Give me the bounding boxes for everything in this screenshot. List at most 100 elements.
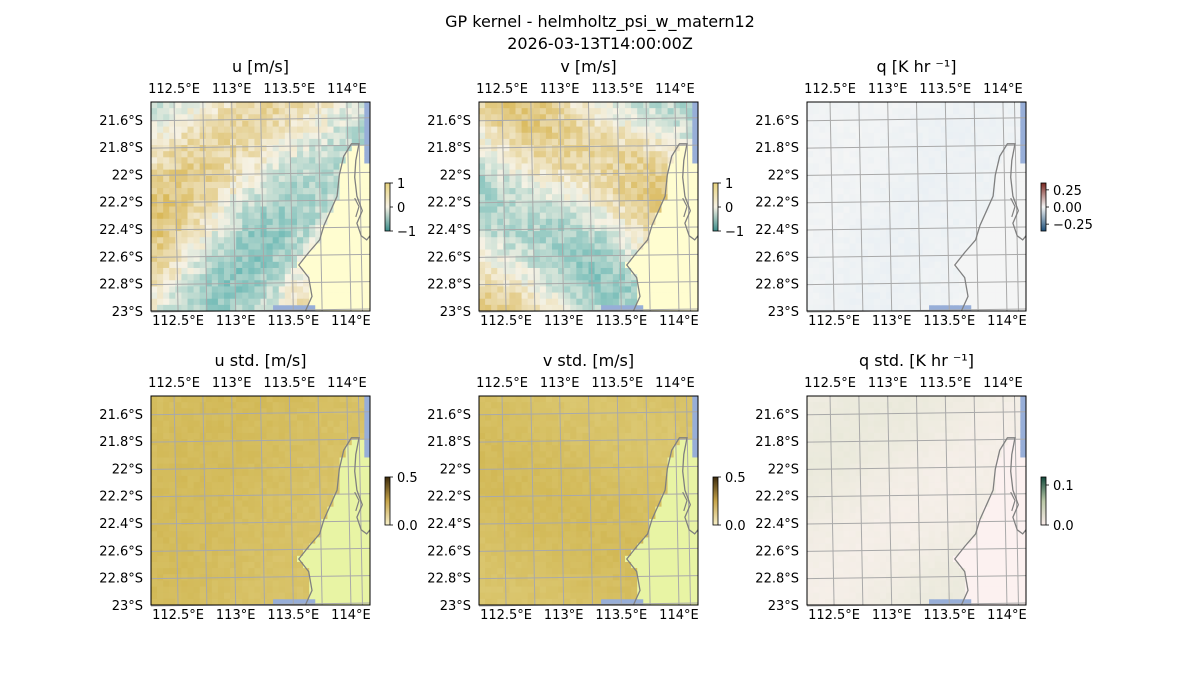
x-tick-label-bottom: 113.5°E (923, 314, 975, 329)
data-cell (576, 292, 583, 300)
data-cell (303, 181, 310, 189)
data-cell (928, 120, 936, 127)
data-cell (327, 475, 334, 483)
data-cell (977, 249, 984, 257)
data-cell (266, 151, 274, 158)
data-cell (151, 512, 158, 520)
data-cell (898, 120, 905, 127)
data-cell (576, 286, 583, 293)
data-cell (327, 304, 334, 312)
data-cell (278, 543, 286, 551)
data-cell (867, 175, 875, 183)
data-cell (217, 292, 225, 300)
data-cell (199, 151, 207, 158)
data-cell (1007, 206, 1015, 214)
data-cell (971, 292, 978, 300)
data-cell (351, 304, 359, 312)
data-cell (819, 175, 826, 183)
data-cell (813, 224, 820, 232)
data-cell (363, 292, 371, 300)
data-cell (831, 120, 838, 127)
data-cell (618, 237, 626, 244)
data-cell (351, 439, 359, 446)
data-cell (169, 126, 176, 134)
data-cell (892, 200, 899, 207)
data-cell (278, 586, 286, 594)
data-cell (485, 200, 492, 207)
data-cell (618, 163, 626, 171)
data-cell (570, 292, 577, 300)
data-cell (327, 561, 334, 569)
data-cell (655, 243, 662, 250)
data-cell (600, 237, 608, 244)
data-cell (959, 200, 966, 207)
data-cell (521, 304, 529, 312)
data-cell (303, 488, 310, 495)
data-cell (959, 280, 966, 287)
data-cell (497, 102, 504, 109)
data-cell (861, 206, 869, 214)
data-cell (612, 114, 620, 121)
data-cell (558, 138, 565, 146)
data-cell (545, 132, 553, 140)
data-cell (297, 414, 304, 421)
data-cell (965, 218, 972, 226)
data-cell (649, 298, 656, 306)
data-cell (904, 261, 911, 269)
data-cell (849, 304, 857, 312)
data-cell (953, 249, 960, 257)
data-cell (205, 224, 213, 232)
data-cell (169, 114, 176, 121)
data-cell (655, 218, 662, 226)
data-cell (880, 255, 887, 263)
data-cell (297, 237, 304, 244)
data-cell (290, 555, 298, 563)
data-cell (297, 292, 304, 300)
data-cell (297, 531, 304, 538)
data-cell (193, 512, 201, 520)
data-cell (181, 500, 188, 508)
data-cell (655, 138, 662, 146)
data-cell (266, 132, 274, 140)
data-cell (679, 145, 687, 152)
data-cell (284, 457, 292, 465)
data-cell (928, 292, 936, 300)
data-cell (831, 108, 838, 115)
data-cell (163, 482, 170, 489)
data-cell (539, 132, 547, 140)
data-cell (867, 298, 875, 306)
data-cell (934, 274, 942, 281)
data-cell (898, 194, 905, 201)
data-cell (297, 537, 304, 544)
data-cell (217, 463, 225, 471)
data-cell (637, 163, 644, 171)
data-cell (825, 249, 832, 257)
data-cell (995, 218, 1003, 226)
data-cell (157, 531, 164, 538)
data-cell (169, 298, 176, 306)
data-cell (849, 145, 857, 152)
data-cell (345, 525, 353, 532)
data-cell (315, 292, 322, 300)
data-cell (254, 432, 261, 440)
data-cell (539, 218, 547, 226)
data-cell (861, 126, 869, 134)
data-cell (873, 212, 881, 220)
data-cell (333, 506, 340, 514)
data-cell (224, 568, 231, 575)
data-cell (205, 420, 213, 428)
data-cell (582, 120, 589, 127)
data-cell (230, 555, 237, 563)
data-cell (661, 157, 668, 164)
data-cell (309, 298, 316, 306)
data-cell (230, 432, 237, 440)
data-cell (278, 102, 286, 109)
data-cell (916, 138, 923, 146)
data-cell (163, 420, 170, 428)
data-cell (989, 255, 996, 263)
data-cell (333, 298, 340, 306)
data-cell (157, 151, 164, 158)
data-cell (309, 512, 316, 520)
data-cell (248, 494, 255, 501)
data-cell (290, 463, 298, 471)
